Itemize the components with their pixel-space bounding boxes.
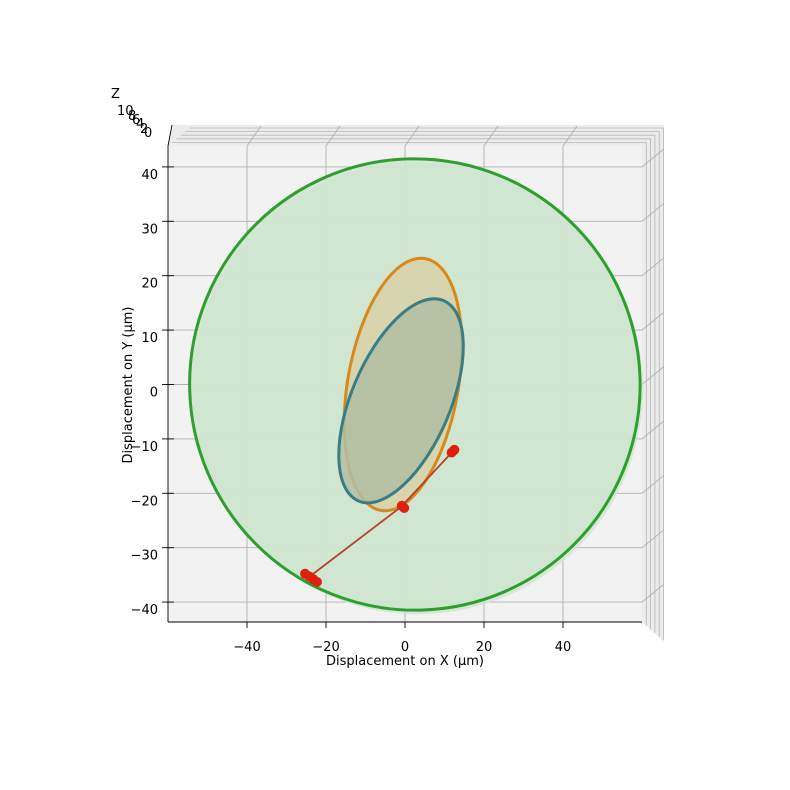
back-pane-edge: [189, 127, 664, 640]
y-tick-label: −40: [131, 603, 158, 618]
position-marker: [311, 576, 322, 587]
y-tick-label: 0: [150, 386, 158, 401]
z-tick-label: 2: [140, 122, 148, 137]
grid-line-y-side: [641, 148, 665, 168]
back-panes: [168, 125, 664, 642]
z-tick-label: 8: [128, 109, 136, 124]
position-marker: [446, 447, 457, 458]
z-axis-line: [167, 124, 173, 147]
y-tick-label: 40: [141, 168, 158, 183]
grid-line-y-side: [641, 366, 665, 385]
grid-line-y-side: [641, 529, 665, 549]
z-tick-label: 6: [132, 113, 140, 128]
grid-line-x-back: [325, 125, 341, 147]
plot-area: [188, 157, 644, 615]
y-tick-label: 20: [141, 277, 158, 292]
y-tick-label: 10: [141, 331, 158, 346]
grid-line-y-side: [641, 474, 665, 494]
y-axis-label: Displacement on Y (µm): [121, 307, 136, 464]
grid-line-y-side: [641, 257, 665, 277]
inner-ellipse: [337, 297, 465, 505]
grid-line-x-back: [404, 125, 420, 147]
grid-line-x-back: [246, 125, 262, 147]
z-tick-label: 4: [136, 117, 144, 132]
y-tick-labels: −40 −30 −20 −10 0 10 20 30 40: [131, 168, 158, 618]
grid-line-y-side: [641, 202, 665, 222]
grid-line-y-side: [641, 583, 665, 603]
back-pane-edge: [176, 138, 651, 630]
grid-line-x-back: [483, 125, 499, 147]
grid-line-x-back: [562, 125, 578, 147]
y-tick-label: −20: [131, 494, 158, 509]
y-tick-label: −30: [131, 549, 158, 564]
x-tick-label: −40: [233, 640, 260, 655]
x-axis-label: Displacement on X (µm): [326, 654, 484, 669]
grid-line-y-side: [641, 420, 665, 440]
position-marker: [399, 502, 410, 513]
back-pane-edge: [172, 141, 647, 626]
grid-line-y-side: [641, 311, 665, 331]
z-tick-label: 10: [117, 104, 134, 119]
x-tick-labels: −40 −20 0 20 40: [233, 640, 571, 655]
z-tick-label: 0: [144, 126, 152, 141]
axes: [162, 124, 642, 628]
back-pane-edge: [185, 131, 660, 637]
z-axis-label: Z: [111, 87, 120, 102]
x-tick-label: 20: [476, 640, 493, 655]
x-tick-label: 0: [401, 640, 409, 655]
y-tick-label: 30: [141, 222, 158, 237]
x-tick-label: −20: [312, 640, 339, 655]
y-tick-label: −10: [131, 440, 158, 455]
x-tick-label: 40: [555, 640, 572, 655]
back-pane-edge: [180, 134, 656, 633]
